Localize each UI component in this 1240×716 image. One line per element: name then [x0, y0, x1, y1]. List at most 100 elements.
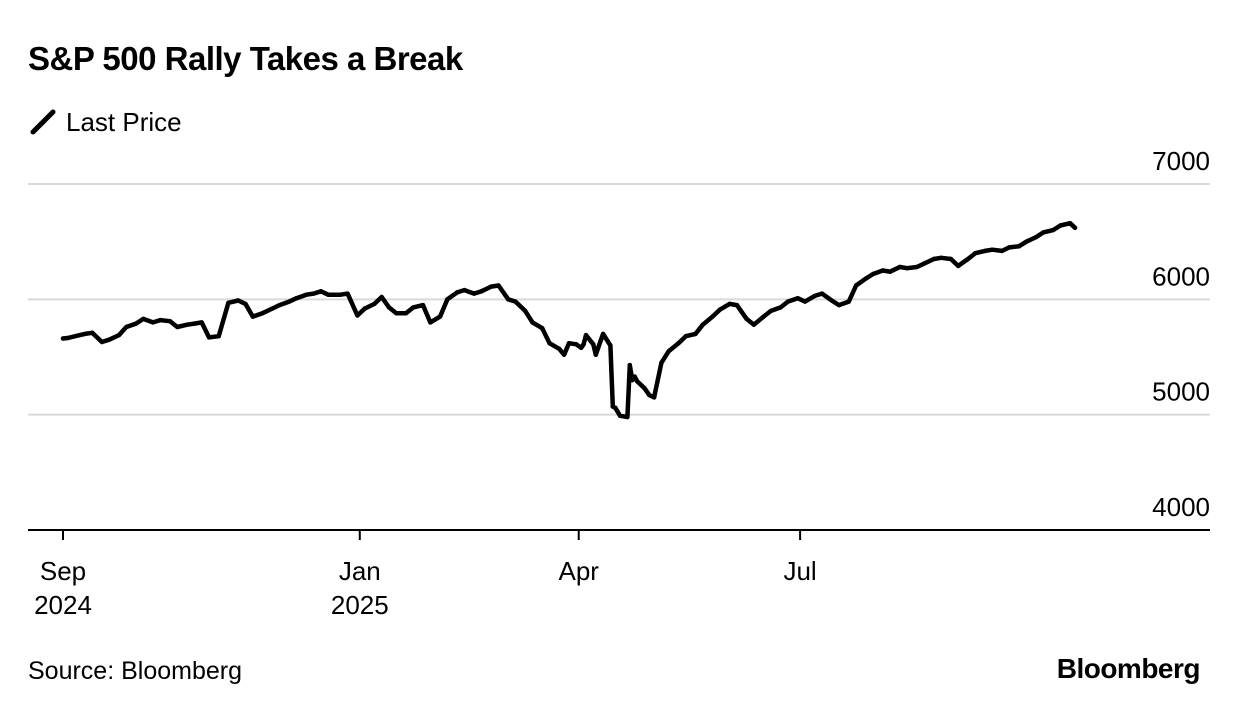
- data-point: [1058, 223, 1063, 228]
- data-point: [411, 305, 416, 310]
- data-point: [598, 338, 603, 344]
- data-point: [287, 299, 292, 304]
- data-point: [744, 316, 749, 322]
- x-tick-label-sep: Sep: [40, 556, 86, 586]
- data-point: [73, 334, 78, 339]
- gridlines: [28, 183, 1210, 416]
- data-point: [574, 342, 579, 347]
- data-point: [632, 374, 637, 379]
- data-point: [659, 360, 664, 365]
- data-point: [561, 352, 567, 357]
- data-point: [990, 247, 995, 252]
- data-point: [403, 311, 409, 316]
- data-point: [437, 314, 443, 319]
- data-point: [479, 289, 484, 294]
- data-point: [600, 331, 606, 337]
- data-point: [445, 297, 450, 302]
- data-point: [608, 343, 613, 348]
- x-axis-ticks: Sep 2024 Jan 2025 Apr Jul: [34, 530, 817, 620]
- data-point: [462, 287, 467, 293]
- data-point: [250, 314, 255, 319]
- line-swatch-icon: [30, 109, 56, 135]
- data-point: [683, 334, 688, 339]
- x-tick-label-apr: Apr: [558, 556, 599, 586]
- data-point: [666, 349, 671, 354]
- bloomberg-logo: Bloomberg: [1056, 653, 1201, 684]
- data-point: [150, 320, 156, 325]
- data-point: [583, 332, 589, 338]
- data-point: [530, 320, 535, 325]
- data-point: [489, 284, 494, 289]
- data-point: [581, 342, 586, 347]
- data-point: [727, 301, 732, 307]
- data-point: [579, 345, 584, 350]
- data-point: [141, 316, 146, 322]
- data-point: [60, 336, 66, 341]
- data-point: [795, 296, 800, 301]
- data-point: [1007, 245, 1012, 250]
- data-point: [710, 314, 715, 319]
- data-point: [270, 306, 275, 311]
- data-point: [420, 302, 426, 308]
- data-point: [768, 308, 774, 314]
- data-point: [1067, 221, 1073, 226]
- data-point: [116, 332, 122, 338]
- data-point: [345, 291, 350, 296]
- data-point: [65, 335, 71, 341]
- data-point: [717, 307, 722, 312]
- data-point: [700, 322, 705, 327]
- data-point: [133, 321, 139, 326]
- data-point: [1033, 234, 1039, 240]
- x-tick-year-2024: 2024: [34, 590, 92, 620]
- data-point: [676, 341, 681, 346]
- data-point: [82, 331, 88, 337]
- y-tick-label-4000: 4000: [1152, 492, 1210, 522]
- data-point: [897, 264, 902, 270]
- x-tick-label-jul: Jul: [783, 556, 816, 586]
- data-point: [836, 302, 842, 308]
- data-point: [99, 339, 105, 345]
- data-point: [593, 352, 598, 357]
- series-line-last-price: [60, 220, 1078, 420]
- data-point: [566, 341, 572, 346]
- data-point: [506, 297, 511, 302]
- data-point: [931, 256, 937, 262]
- data-point: [625, 414, 630, 420]
- data-point: [982, 248, 988, 254]
- data-point: [785, 299, 791, 304]
- data-point: [914, 264, 920, 270]
- data-point: [311, 291, 316, 296]
- source-note: Source: Bloomberg: [28, 657, 243, 685]
- legend-label: Last Price: [66, 106, 182, 137]
- data-point: [540, 326, 545, 331]
- data-point: [863, 276, 868, 281]
- data-point: [454, 290, 460, 295]
- data-point: [948, 256, 954, 262]
- chart-title: S&P 500 Rally Takes a Break: [28, 40, 463, 77]
- data-point: [846, 299, 851, 304]
- data-point: [630, 377, 635, 383]
- data-point: [277, 302, 282, 308]
- data-point: [158, 317, 163, 323]
- data-point: [216, 334, 221, 339]
- data-point: [355, 313, 360, 318]
- data-point: [1041, 230, 1046, 235]
- data-point: [471, 291, 477, 296]
- data-point: [819, 291, 825, 296]
- data-point: [904, 266, 910, 271]
- data-point: [880, 268, 885, 273]
- data-point: [557, 346, 562, 352]
- data-point: [513, 299, 518, 304]
- data-point: [591, 342, 596, 347]
- data-point: [243, 301, 248, 307]
- data-point: [812, 293, 817, 299]
- data-point: [318, 289, 324, 294]
- data-point: [394, 311, 399, 316]
- data-point: [634, 379, 640, 384]
- data-point: [1024, 239, 1029, 244]
- data-point: [627, 362, 632, 368]
- data-point: [226, 300, 231, 305]
- data-point: [90, 330, 95, 335]
- y-axis-ticks: 4000 5000 6000 7000: [1152, 146, 1210, 522]
